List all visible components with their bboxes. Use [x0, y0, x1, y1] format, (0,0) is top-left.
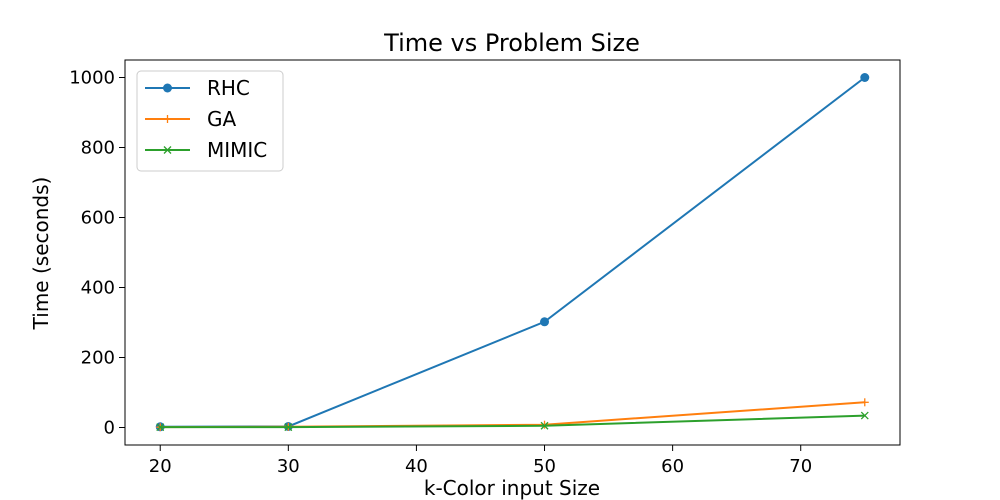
y-tick-label: 800	[81, 138, 115, 159]
x-axis-title: k-Color input Size	[424, 476, 600, 500]
data-point-rhc	[540, 317, 550, 327]
data-point-ga	[860, 398, 869, 407]
y-tick-label: 0	[104, 418, 115, 439]
data-point-mimic	[156, 423, 165, 432]
y-tick-label: 200	[81, 348, 115, 369]
legend-item-rhc: RHC	[145, 76, 250, 100]
series-line-ga	[160, 401, 865, 429]
chart-title: Time vs Problem Size	[383, 29, 640, 57]
legend-marker	[163, 83, 172, 93]
y-tick-label: 600	[81, 208, 115, 229]
x-tick-label: 40	[405, 456, 428, 477]
x-tick-label: 60	[661, 456, 684, 477]
legend: RHC GA MIMIC	[136, 70, 284, 172]
data-point-rhc	[860, 73, 870, 82]
y-axis: 0 200 400 600 800 1000	[69, 68, 125, 439]
legend-label: MIMIC	[207, 138, 267, 162]
legend-item-ga: GA	[145, 107, 236, 131]
legend-item-mimic: MIMIC	[145, 138, 267, 162]
legend-box	[136, 70, 284, 172]
legend-label: GA	[207, 107, 236, 131]
x-tick-label: 50	[533, 456, 556, 477]
y-axis-title: Time (seconds)	[29, 177, 53, 331]
data-point-mimic	[540, 421, 549, 430]
legend-marker	[163, 115, 172, 123]
plot-area	[155, 73, 870, 432]
series-line-mimic	[160, 414, 865, 429]
x-tick-label: 30	[277, 456, 300, 477]
data-point-mimic	[284, 423, 293, 432]
data-point-mimic	[860, 411, 869, 420]
x-tick-label: 20	[149, 456, 172, 477]
x-axis: 20 30 40 50 60 70	[149, 445, 812, 477]
legend-label: RHC	[207, 76, 250, 100]
x-tick-label: 70	[789, 456, 812, 477]
y-tick-label: 400	[81, 278, 115, 299]
plot-frame	[124, 59, 901, 446]
y-tick-label: 1000	[69, 68, 115, 89]
legend-marker	[163, 146, 172, 154]
